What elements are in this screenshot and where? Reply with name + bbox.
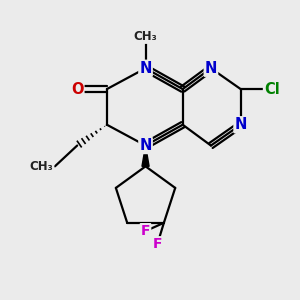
Text: N: N (140, 61, 152, 76)
Text: CH₃: CH₃ (30, 160, 53, 173)
Text: N: N (235, 117, 247, 132)
Text: N: N (205, 61, 217, 76)
Text: CH₃: CH₃ (134, 30, 158, 43)
Text: F: F (153, 237, 162, 251)
Text: Cl: Cl (264, 82, 280, 97)
Text: F: F (141, 224, 150, 238)
Polygon shape (142, 146, 149, 166)
Text: O: O (71, 82, 83, 97)
Text: N: N (140, 138, 152, 153)
